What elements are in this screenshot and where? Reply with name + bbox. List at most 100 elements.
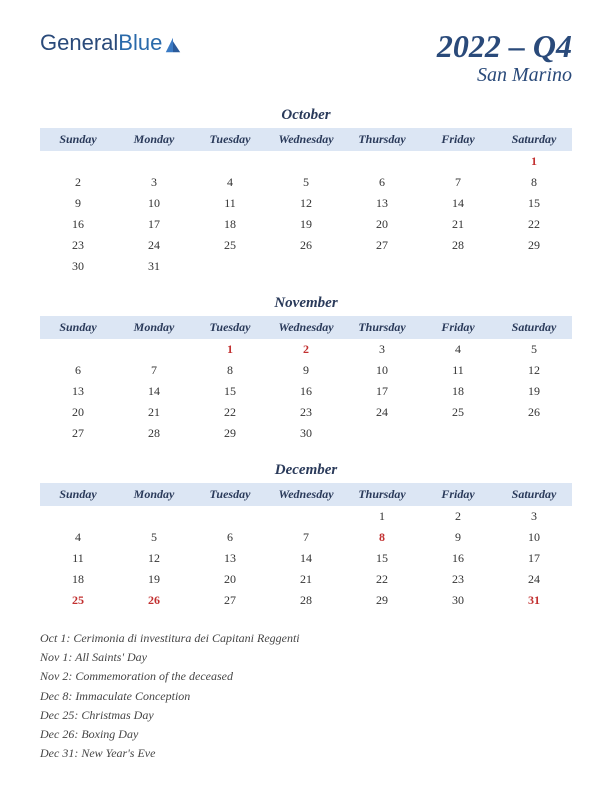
day-cell: 18 bbox=[40, 569, 116, 590]
day-cell: 21 bbox=[420, 214, 496, 235]
holiday-item: Oct 1: Cerimonia di investitura dei Capi… bbox=[40, 629, 572, 648]
day-cell: 2 bbox=[420, 506, 496, 527]
header: GeneralBlue 2022 – Q4 San Marino bbox=[40, 30, 572, 87]
day-cell: 17 bbox=[344, 381, 420, 402]
day-header: Thursday bbox=[344, 483, 420, 506]
empty-cell bbox=[116, 339, 192, 360]
day-cell: 10 bbox=[344, 360, 420, 381]
day-cell: 1 bbox=[496, 151, 572, 172]
month-block: OctoberSundayMondayTuesdayWednesdayThurs… bbox=[40, 107, 572, 277]
day-cell: 14 bbox=[116, 381, 192, 402]
logo: GeneralBlue bbox=[40, 30, 182, 56]
empty-cell bbox=[40, 506, 116, 527]
empty-cell bbox=[40, 151, 116, 172]
day-cell: 11 bbox=[420, 360, 496, 381]
month-block: NovemberSundayMondayTuesdayWednesdayThur… bbox=[40, 295, 572, 444]
day-cell: 6 bbox=[40, 360, 116, 381]
day-header: Wednesday bbox=[268, 128, 344, 151]
empty-cell bbox=[40, 339, 116, 360]
day-cell: 27 bbox=[192, 590, 268, 611]
day-cell: 17 bbox=[496, 548, 572, 569]
day-cell: 8 bbox=[192, 360, 268, 381]
day-cell: 26 bbox=[496, 402, 572, 423]
day-cell: 10 bbox=[496, 527, 572, 548]
day-cell: 28 bbox=[268, 590, 344, 611]
day-cell: 3 bbox=[496, 506, 572, 527]
empty-cell bbox=[496, 256, 572, 277]
empty-cell bbox=[268, 506, 344, 527]
day-cell: 5 bbox=[268, 172, 344, 193]
day-cell: 18 bbox=[420, 381, 496, 402]
day-cell: 6 bbox=[344, 172, 420, 193]
month-name: November bbox=[40, 295, 572, 312]
day-header: Wednesday bbox=[268, 483, 344, 506]
day-cell: 16 bbox=[40, 214, 116, 235]
day-header: Thursday bbox=[344, 128, 420, 151]
sail-icon bbox=[164, 34, 182, 52]
day-cell: 29 bbox=[344, 590, 420, 611]
day-cell: 18 bbox=[192, 214, 268, 235]
empty-cell bbox=[496, 423, 572, 444]
day-cell: 30 bbox=[420, 590, 496, 611]
day-cell: 21 bbox=[116, 402, 192, 423]
empty-cell bbox=[344, 423, 420, 444]
empty-cell bbox=[192, 256, 268, 277]
day-cell: 16 bbox=[420, 548, 496, 569]
empty-cell bbox=[420, 256, 496, 277]
day-cell: 26 bbox=[268, 235, 344, 256]
month-name: December bbox=[40, 462, 572, 479]
day-cell: 23 bbox=[420, 569, 496, 590]
day-cell: 27 bbox=[40, 423, 116, 444]
quarter-title: 2022 – Q4 bbox=[437, 30, 572, 62]
day-cell: 20 bbox=[192, 569, 268, 590]
empty-cell bbox=[116, 506, 192, 527]
day-cell: 29 bbox=[192, 423, 268, 444]
day-cell: 7 bbox=[116, 360, 192, 381]
day-cell: 9 bbox=[40, 193, 116, 214]
day-cell: 3 bbox=[116, 172, 192, 193]
day-header: Saturday bbox=[496, 483, 572, 506]
day-cell: 16 bbox=[268, 381, 344, 402]
day-cell: 27 bbox=[344, 235, 420, 256]
empty-cell bbox=[420, 423, 496, 444]
day-cell: 19 bbox=[496, 381, 572, 402]
day-cell: 4 bbox=[420, 339, 496, 360]
day-cell: 13 bbox=[192, 548, 268, 569]
calendars-container: OctoberSundayMondayTuesdayWednesdayThurs… bbox=[40, 107, 572, 611]
day-header: Sunday bbox=[40, 316, 116, 339]
holiday-item: Dec 25: Christmas Day bbox=[40, 706, 572, 725]
day-cell: 31 bbox=[116, 256, 192, 277]
day-cell: 10 bbox=[116, 193, 192, 214]
day-cell: 15 bbox=[192, 381, 268, 402]
day-cell: 19 bbox=[268, 214, 344, 235]
day-cell: 20 bbox=[40, 402, 116, 423]
day-cell: 14 bbox=[420, 193, 496, 214]
day-header: Friday bbox=[420, 128, 496, 151]
day-cell: 15 bbox=[344, 548, 420, 569]
day-header: Friday bbox=[420, 483, 496, 506]
empty-cell bbox=[344, 151, 420, 172]
day-cell: 6 bbox=[192, 527, 268, 548]
day-cell: 20 bbox=[344, 214, 420, 235]
holiday-item: Dec 26: Boxing Day bbox=[40, 725, 572, 744]
day-cell: 4 bbox=[40, 527, 116, 548]
day-cell: 23 bbox=[268, 402, 344, 423]
day-cell: 1 bbox=[344, 506, 420, 527]
day-cell: 2 bbox=[40, 172, 116, 193]
day-cell: 3 bbox=[344, 339, 420, 360]
day-cell: 26 bbox=[116, 590, 192, 611]
day-cell: 9 bbox=[420, 527, 496, 548]
day-header: Monday bbox=[116, 128, 192, 151]
day-cell: 24 bbox=[496, 569, 572, 590]
day-cell: 22 bbox=[496, 214, 572, 235]
holiday-list: Oct 1: Cerimonia di investitura dei Capi… bbox=[40, 629, 572, 763]
day-cell: 22 bbox=[192, 402, 268, 423]
day-cell: 24 bbox=[344, 402, 420, 423]
empty-cell bbox=[420, 151, 496, 172]
day-cell: 14 bbox=[268, 548, 344, 569]
logo-text-1: General bbox=[40, 30, 118, 56]
day-header: Sunday bbox=[40, 483, 116, 506]
day-cell: 12 bbox=[268, 193, 344, 214]
day-header: Monday bbox=[116, 483, 192, 506]
country-name: San Marino bbox=[437, 64, 572, 87]
